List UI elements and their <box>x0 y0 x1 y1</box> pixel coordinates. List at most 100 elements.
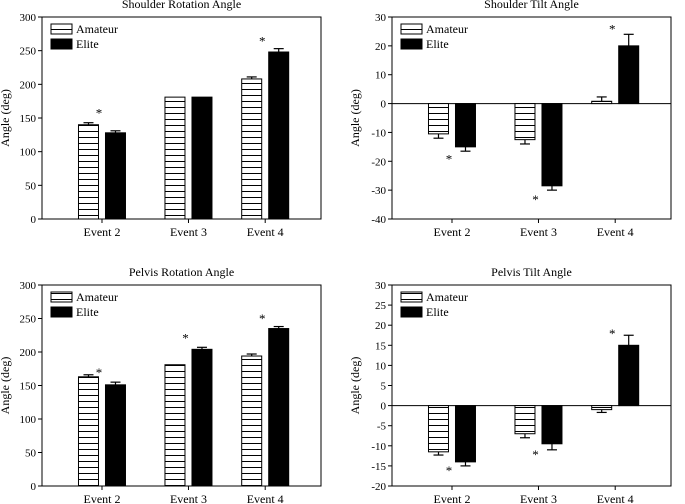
y-tick-label: 50 <box>25 180 37 192</box>
significance-star: * <box>182 330 189 345</box>
y-tick-label: -10 <box>371 127 386 139</box>
bar-elite-event-3 <box>541 103 563 187</box>
y-tick-label: 15 <box>375 340 387 352</box>
y-tick-label: 250 <box>20 314 37 326</box>
y-tick-label: -30 <box>371 185 386 197</box>
x-tick-label: Event 2 <box>433 225 470 239</box>
y-tick-label: 30 <box>375 280 387 292</box>
legend-label-elite: Elite <box>76 305 99 319</box>
x-tick-label: Event 4 <box>597 492 634 504</box>
legend-swatch-amateur <box>50 291 73 303</box>
bar-amateur-event-3 <box>164 96 186 220</box>
bar-amateur-event-2 <box>77 124 99 220</box>
y-tick-label: 150 <box>20 113 37 125</box>
legend-swatch-amateur <box>400 291 423 303</box>
chart-shoulder-tilt: Shoulder Tilt Angle Angle (deg) -40 -30 -20 -… <box>348 0 672 239</box>
y-axis-label: Angle (deg) <box>348 357 362 415</box>
y-tick-label: 10 <box>375 360 387 372</box>
significance-star: * <box>259 34 266 49</box>
bar-elite-event-3 <box>191 96 213 220</box>
bar-amateur-event-2 <box>427 103 449 135</box>
legend-swatch-amateur <box>400 23 423 35</box>
plot-frame <box>41 284 322 487</box>
bar-elite-event-4 <box>618 45 640 105</box>
y-tick-label: 25 <box>375 300 387 312</box>
chart-title: Shoulder Rotation Angle <box>122 0 241 11</box>
plot-frame <box>391 16 672 220</box>
bar-elite-event-3 <box>191 348 213 487</box>
bar-elite-event-4 <box>618 344 640 407</box>
chart-pelvis-rotation: Pelvis Rotation Angle Angle (deg) 0 50 100 15… <box>0 265 322 504</box>
legend-label-elite: Elite <box>426 37 449 51</box>
x-tick-label: Event 3 <box>170 225 207 239</box>
x-tick-label: Event 4 <box>597 225 634 239</box>
y-axis-label: Angle (deg) <box>348 89 362 147</box>
y-tick-label: -5 <box>377 421 387 433</box>
legend-swatch-amateur <box>50 23 73 35</box>
legend-swatch-elite <box>50 306 73 318</box>
chart-title: Pelvis Tilt Angle <box>491 265 572 279</box>
legend-label-amateur: Amateur <box>76 22 118 36</box>
chart-title: Shoulder Tilt Angle <box>484 0 579 11</box>
legend-label-amateur: Amateur <box>76 290 118 304</box>
significance-star: * <box>532 447 539 462</box>
bar-amateur-event-4 <box>241 355 263 487</box>
legend-swatch-elite <box>400 38 423 50</box>
y-tick-label: 10 <box>375 70 387 82</box>
significance-star: * <box>259 311 266 326</box>
y-tick-label: 30 <box>375 12 387 24</box>
bar-amateur-event-3 <box>514 405 536 435</box>
significance-star: * <box>96 106 103 121</box>
y-tick-label: 5 <box>381 381 387 393</box>
bar-elite-event-2 <box>104 384 126 487</box>
y-tick-label: 200 <box>20 347 37 359</box>
legend-swatch-elite <box>50 38 73 50</box>
legend-label-amateur: Amateur <box>426 22 468 36</box>
y-tick-label: 100 <box>20 147 37 159</box>
y-tick-label: -40 <box>371 214 386 226</box>
x-tick-label: Event 3 <box>520 225 557 239</box>
y-tick-label: 50 <box>25 448 37 460</box>
bar-amateur-event-4 <box>241 78 263 220</box>
x-tick-label: Event 2 <box>83 492 120 504</box>
x-tick-label: Event 4 <box>247 225 284 239</box>
y-tick-label: 200 <box>20 79 37 91</box>
bar-elite-event-3 <box>541 405 563 445</box>
x-tick-label: Event 3 <box>520 492 557 504</box>
bar-amateur-event-2 <box>77 376 99 487</box>
bar-elite-event-2 <box>104 132 126 220</box>
y-tick-label: 0 <box>31 481 37 493</box>
significance-star: * <box>446 151 453 166</box>
legend-label-elite: Elite <box>426 305 449 319</box>
y-tick-label: 20 <box>375 41 387 53</box>
significance-star: * <box>96 365 103 380</box>
y-tick-label: 250 <box>20 46 37 58</box>
chart-pelvis-tilt: Pelvis Tilt Angle Angle (deg) -20 -15 -10 -5 0… <box>348 265 672 504</box>
y-tick-label: 20 <box>375 320 387 332</box>
bar-elite-event-4 <box>268 51 290 220</box>
chart-shoulder-rotation: Shoulder Rotation Angle Angle (deg) 0 50 100… <box>0 0 322 239</box>
significance-star: * <box>609 22 616 37</box>
bar-elite-event-4 <box>268 328 290 487</box>
y-tick-label: -15 <box>371 461 386 473</box>
y-tick-label: 0 <box>31 214 37 226</box>
y-tick-label: 0 <box>381 401 387 413</box>
significance-star: * <box>446 463 453 478</box>
y-tick-label: -20 <box>371 156 386 168</box>
legend-label-elite: Elite <box>76 37 99 51</box>
x-tick-label: Event 3 <box>170 492 207 504</box>
y-tick-label: 150 <box>20 381 37 393</box>
bar-elite-event-2 <box>454 103 476 148</box>
y-tick-label: -10 <box>371 441 386 453</box>
significance-star: * <box>532 192 539 207</box>
y-tick-label: 300 <box>20 12 37 24</box>
legend-label-amateur: Amateur <box>426 290 468 304</box>
legend-swatch-elite <box>400 306 423 318</box>
x-tick-label: Event 2 <box>433 492 470 504</box>
bar-amateur-event-4 <box>591 405 613 411</box>
bar-amateur-event-3 <box>164 364 186 487</box>
bar-amateur-event-4 <box>591 100 613 105</box>
bar-amateur-event-3 <box>514 103 536 141</box>
plot-frame <box>391 284 672 487</box>
